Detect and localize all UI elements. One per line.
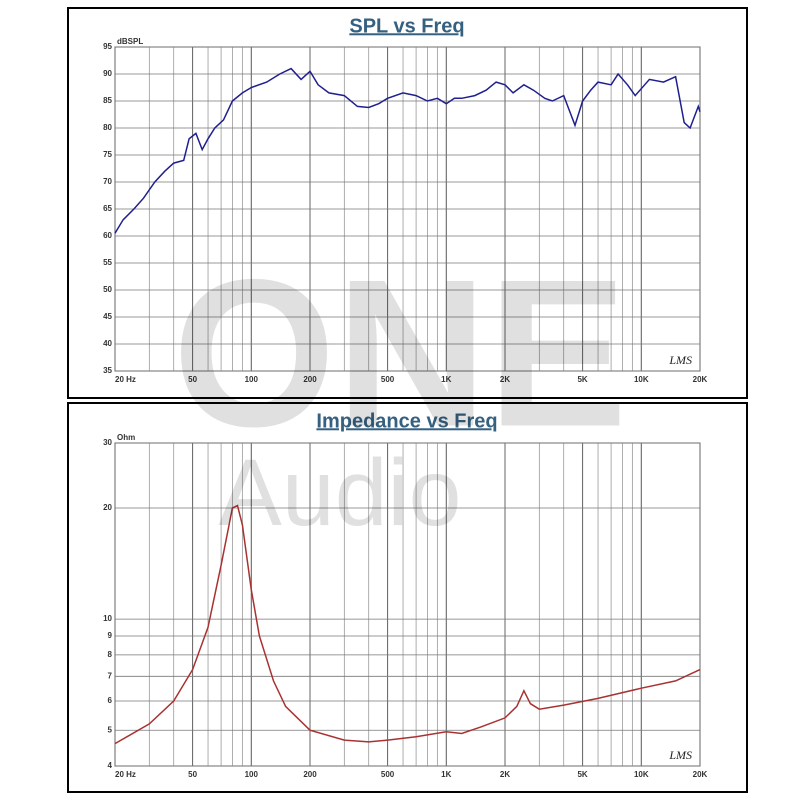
y-tick-label: 5 — [108, 725, 113, 734]
y-tick-label: 9 — [108, 631, 113, 640]
y-tick-label: 7 — [108, 671, 113, 680]
x-tick-label: 1K — [441, 375, 451, 384]
annotation: LMS — [668, 748, 692, 762]
y-tick-label: 6 — [108, 696, 113, 705]
x-tick-label: 2K — [500, 375, 510, 384]
x-tick-label: 500 — [381, 770, 395, 779]
y-tick-label: 60 — [103, 231, 112, 240]
y-tick-label: 50 — [103, 285, 112, 294]
watermark: ONE — [172, 235, 627, 470]
y-axis-label: Ohm — [117, 433, 135, 442]
x-tick-label: 5K — [577, 375, 587, 384]
y-tick-label: 65 — [103, 204, 112, 213]
y-axis-label: dBSPL — [117, 37, 143, 46]
data-line — [114, 67, 701, 234]
x-tick-label: 20K — [693, 375, 708, 384]
y-tick-label: 35 — [103, 366, 112, 375]
y-tick-label: 70 — [103, 177, 112, 186]
y-tick-label: 40 — [103, 339, 112, 348]
x-tick-label: 50 — [188, 375, 197, 384]
y-tick-label: 10 — [103, 614, 112, 623]
y-tick-label: 30 — [103, 438, 112, 447]
annotation: LMS — [668, 353, 692, 367]
y-tick-label: 75 — [103, 150, 112, 159]
x-tick-label: 500 — [381, 375, 395, 384]
x-tick-label: 10K — [634, 375, 649, 384]
chart-title: SPL vs Freq — [349, 15, 464, 37]
x-tick-label: 50 — [188, 770, 197, 779]
x-tick-label: 100 — [245, 770, 259, 779]
y-tick-label: 85 — [103, 96, 112, 105]
y-tick-label: 45 — [103, 312, 112, 321]
y-tick-label: 20 — [103, 503, 112, 512]
x-tick-label: 100 — [245, 375, 259, 384]
x-tick-label: 200 — [303, 375, 317, 384]
y-tick-label: 4 — [108, 761, 113, 770]
x-tick-label: 200 — [303, 770, 317, 779]
x-tick-label: 20 Hz — [115, 770, 136, 779]
x-tick-label: 20K — [693, 770, 708, 779]
x-tick-label: 20 Hz — [115, 375, 136, 384]
y-tick-label: 90 — [103, 69, 112, 78]
y-tick-label: 55 — [103, 258, 112, 267]
x-tick-label: 10K — [634, 770, 649, 779]
chart-title: Impedance vs Freq — [316, 410, 497, 432]
watermark: Audio — [219, 440, 462, 546]
data-line — [114, 504, 701, 745]
x-tick-label: 1K — [441, 770, 451, 779]
x-tick-label: 2K — [500, 770, 510, 779]
y-tick-label: 80 — [103, 123, 112, 132]
y-tick-label: 8 — [108, 650, 113, 659]
x-tick-label: 5K — [577, 770, 587, 779]
y-tick-label: 95 — [103, 42, 112, 51]
